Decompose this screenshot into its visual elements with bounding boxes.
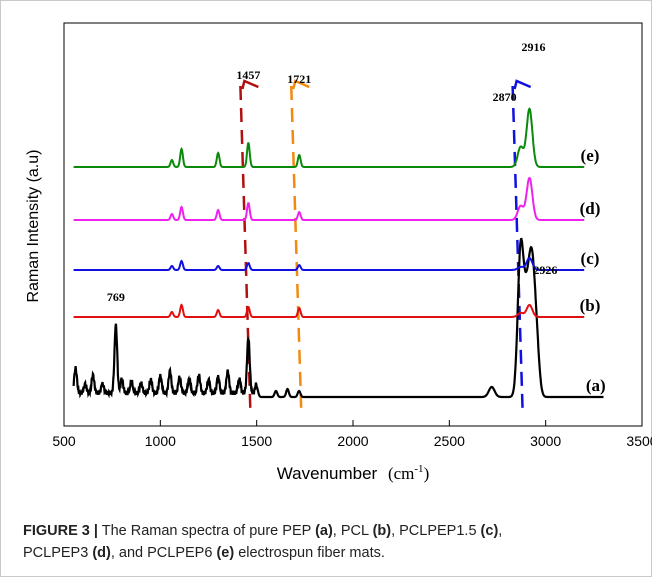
plot-area (63, 22, 643, 427)
x-tick-label-5: 3000 (530, 433, 561, 449)
series-label-3: (d) (580, 199, 601, 218)
caption-ref-c: (c) (480, 523, 499, 539)
x-axis-label-main: Wavenumber (277, 464, 378, 483)
caption-text-3: , PCLPEP1.5 (391, 523, 481, 539)
figure-caption: FIGURE 3 | The Raman spectra of pure PEP… (23, 520, 633, 564)
x-axis-label-sup: -1 (414, 463, 423, 475)
series-label-4: (e) (581, 146, 600, 165)
guide-bracket-1 (292, 79, 310, 90)
x-tick-label-1: 1000 (145, 433, 176, 449)
guide-line-2 (511, 85, 524, 412)
guide-lines (239, 79, 532, 412)
caption-ref-d: (d) (92, 545, 111, 561)
guide-bracket-2 (513, 79, 532, 90)
caption-text-6: , and PCLPEP6 (110, 545, 217, 561)
x-tick-label-0: 500 (52, 433, 76, 449)
y-axis-label: Raman Intensity (a.u) (25, 150, 42, 303)
raman-chart: 500 1000 1500 2000 2500 3000 3500 (a) (b) (c) (d)… (25, 22, 652, 483)
caption-ref-a: (a) (315, 523, 333, 539)
series-line-4 (73, 107, 585, 169)
series-line-3 (73, 176, 585, 221)
series-label-2: (c) (581, 249, 600, 268)
x-tick-label-2: 1500 (241, 433, 272, 449)
series-label-0: (a) (586, 376, 606, 395)
peak-label-2: 1721 (287, 72, 311, 86)
series-labels: (a) (b) (c) (d) (e) (580, 146, 606, 395)
peak-label-5: 2926 (533, 263, 557, 277)
caption-text-5: PCLPEP3 (23, 545, 93, 561)
series-layer (72, 107, 604, 399)
peak-label-4: 2916 (521, 40, 545, 54)
series-line-2 (73, 256, 585, 271)
caption-text-4: , (498, 523, 503, 539)
peak-annotations: 769 1457 1721 2870 2916 2926 (107, 40, 558, 304)
x-tick-label-4: 2500 (434, 433, 465, 449)
caption-text-1: The Raman spectra of pure PEP (97, 523, 316, 539)
x-ticks: 500 1000 1500 2000 2500 3000 3500 (52, 420, 652, 449)
peak-label-1: 1457 (236, 68, 260, 82)
series-label-1: (b) (580, 296, 601, 315)
peak-label-0: 769 (107, 290, 125, 304)
x-tick-label-3: 2000 (337, 433, 368, 449)
caption-text-7: electrospun fiber mats. (234, 545, 385, 561)
caption-ref-e: (e) (216, 545, 235, 561)
x-axis-label: Wavenumber (cm-1) (277, 463, 429, 483)
guide-line-1 (289, 85, 303, 412)
caption-figure-label: FIGURE 3 | (23, 523, 98, 539)
guide-bracket-0 (241, 79, 259, 90)
caption-ref-b: (b) (372, 523, 392, 539)
series-line-1 (73, 303, 585, 318)
series-line-0 (72, 237, 604, 399)
x-axis-label-unit: (cm (388, 464, 414, 483)
peak-label-3: 2870 (493, 90, 517, 104)
caption-text-2: , PCL (332, 523, 373, 539)
x-tick-label-6: 3500 (626, 433, 652, 449)
x-axis-label-close: ) (424, 464, 430, 483)
